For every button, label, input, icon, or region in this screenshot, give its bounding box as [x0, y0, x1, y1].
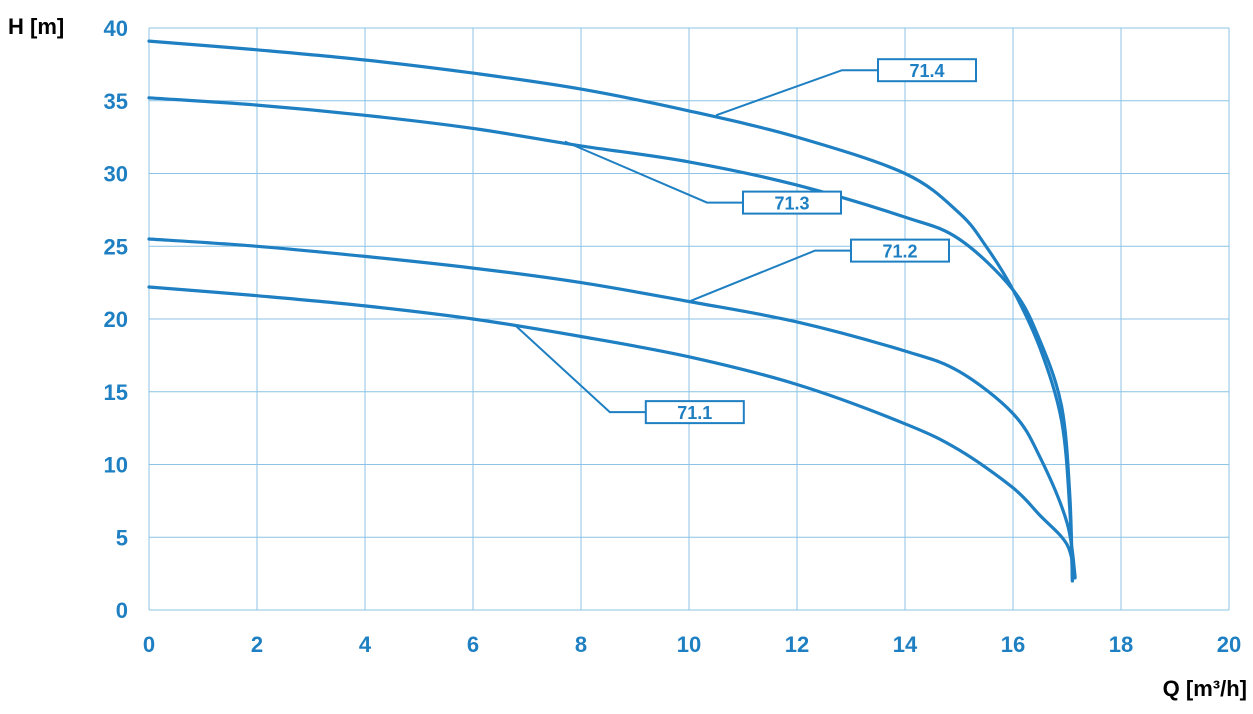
callout-box: [742, 190, 842, 215]
callout-leader: [688, 249, 851, 303]
x-tick-label: 8: [575, 632, 587, 657]
series-line-71-1: [147, 285, 1077, 580]
callout-box: [644, 400, 745, 425]
callout-label: 71.4: [909, 61, 944, 81]
y-tick-label: 0: [116, 598, 128, 623]
callout-box: [877, 58, 977, 83]
callout-box: [850, 238, 950, 263]
y-axis-label: H [m]: [8, 14, 65, 39]
y-tick-label: 20: [104, 307, 128, 332]
callout-label: 71.3: [774, 194, 809, 214]
y-tick-label: 30: [104, 162, 128, 187]
y-tick-label: 10: [104, 453, 128, 478]
x-tick-label: 18: [1109, 632, 1133, 657]
series-line-71-4: [147, 39, 1074, 583]
x-tick-label: 12: [785, 632, 809, 657]
grid: [148, 27, 1230, 611]
x-tick-label: 0: [143, 632, 155, 657]
x-tick-label: 4: [359, 632, 372, 657]
series-line-71-2: [147, 237, 1077, 579]
y-tick-label: 15: [104, 380, 128, 405]
y-tick-label: 25: [104, 234, 128, 259]
y-tick-label: 35: [104, 89, 128, 114]
callout-leader: [715, 69, 878, 117]
x-axis-label: Q [m³/h]: [1162, 676, 1247, 701]
callout-label: 71.2: [882, 242, 917, 262]
x-tick-label: 2: [251, 632, 263, 657]
tick-labels: 0 2 4 6 8 10 12 14 16 18 20 0 5 10 15 20 25 30 35 40: [104, 16, 1242, 657]
callout-leader: [564, 140, 743, 204]
series-lines: [147, 39, 1077, 583]
x-tick-label: 10: [677, 632, 701, 657]
y-tick-label: 5: [116, 525, 128, 550]
x-tick-label: 6: [467, 632, 479, 657]
annotations: 71.4 71.3 71.2 71.1: [515, 58, 977, 425]
callout-label: 71.1: [677, 403, 712, 423]
y-tick-label: 40: [104, 16, 128, 41]
x-tick-label: 16: [1001, 632, 1025, 657]
x-tick-label: 14: [893, 632, 918, 657]
series-line-71-3: [147, 96, 1074, 583]
callout-leader: [515, 325, 646, 414]
x-tick-label: 20: [1217, 632, 1241, 657]
